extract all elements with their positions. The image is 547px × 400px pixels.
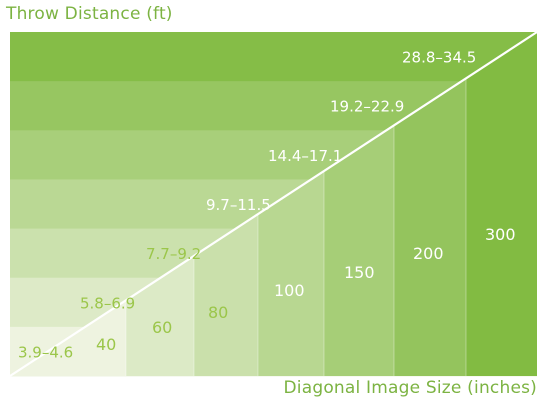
throw-distance-label: 19.2–22.9 xyxy=(330,98,404,116)
image-size-label: 150 xyxy=(344,263,375,282)
throw-distance-label: 14.4–17.1 xyxy=(268,147,342,165)
throw-distance-label: 7.7–9.2 xyxy=(146,245,201,263)
image-size-label: 80 xyxy=(208,303,228,322)
diagonal-line xyxy=(9,31,538,377)
throw-distance-label: 28.8–34.5 xyxy=(402,49,476,67)
x-axis-title: Diagonal Image Size (inches) xyxy=(283,378,537,398)
image-size-column xyxy=(466,32,537,376)
image-size-label: 100 xyxy=(274,281,305,300)
image-size-label: 200 xyxy=(413,244,444,263)
image-size-label: 60 xyxy=(152,318,172,337)
throw-distance-label: 3.9–4.6 xyxy=(18,343,73,361)
throw-distance-label: 9.7–11.5 xyxy=(206,196,271,214)
throw-distance-label: 5.8–6.9 xyxy=(80,294,135,312)
image-size-label: 40 xyxy=(96,335,116,354)
throw-distance-band xyxy=(10,32,537,82)
image-size-label: 300 xyxy=(485,225,516,244)
y-axis-title: Throw Distance (ft) xyxy=(6,4,173,24)
